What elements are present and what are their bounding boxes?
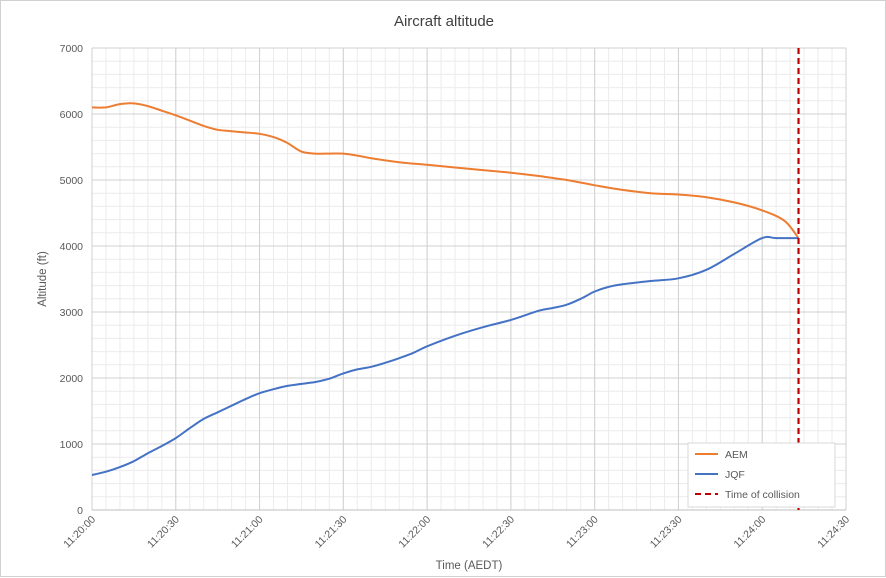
x-tick-label: 11:23:30 bbox=[648, 514, 685, 551]
chart-title: Aircraft altitude bbox=[394, 13, 494, 30]
y-tick-label: 7000 bbox=[60, 43, 84, 55]
x-axis-label: Time (AEDT) bbox=[436, 560, 503, 572]
y-tick-label: 2000 bbox=[60, 373, 84, 385]
y-axis-label: Altitude (ft) bbox=[37, 251, 49, 307]
series-line-jqf bbox=[91, 235, 799, 476]
series-lines bbox=[91, 102, 800, 476]
x-tick-label: 11:22:00 bbox=[396, 514, 433, 551]
x-tick-label: 11:24:00 bbox=[732, 514, 769, 551]
x-tick-label: 11:21:00 bbox=[229, 514, 266, 551]
x-tick-label: 11:20:00 bbox=[61, 514, 98, 551]
x-tick-label: 11:24:30 bbox=[815, 514, 852, 551]
y-tick-label: 4000 bbox=[60, 241, 84, 253]
y-tick-label: 6000 bbox=[60, 109, 84, 121]
x-tick-label: 11:21:30 bbox=[313, 514, 350, 551]
gridlines bbox=[91, 47, 847, 511]
x-tick-label: 11:22:30 bbox=[480, 514, 517, 551]
y-tick-label: 5000 bbox=[60, 175, 84, 187]
legend: AEM JQF Time of collision bbox=[687, 442, 836, 508]
legend-label: AEM bbox=[725, 449, 748, 461]
x-tick-label: 11:23:00 bbox=[564, 514, 601, 551]
series-line-aem bbox=[91, 102, 800, 239]
y-tick-label: 0 bbox=[77, 505, 83, 517]
x-tick-label: 11:20:30 bbox=[145, 514, 182, 551]
y-tick-label: 1000 bbox=[60, 439, 84, 451]
legend-label: Time of collision bbox=[725, 489, 800, 501]
legend-label: JQF bbox=[725, 469, 745, 481]
y-tick-label: 3000 bbox=[60, 307, 84, 319]
